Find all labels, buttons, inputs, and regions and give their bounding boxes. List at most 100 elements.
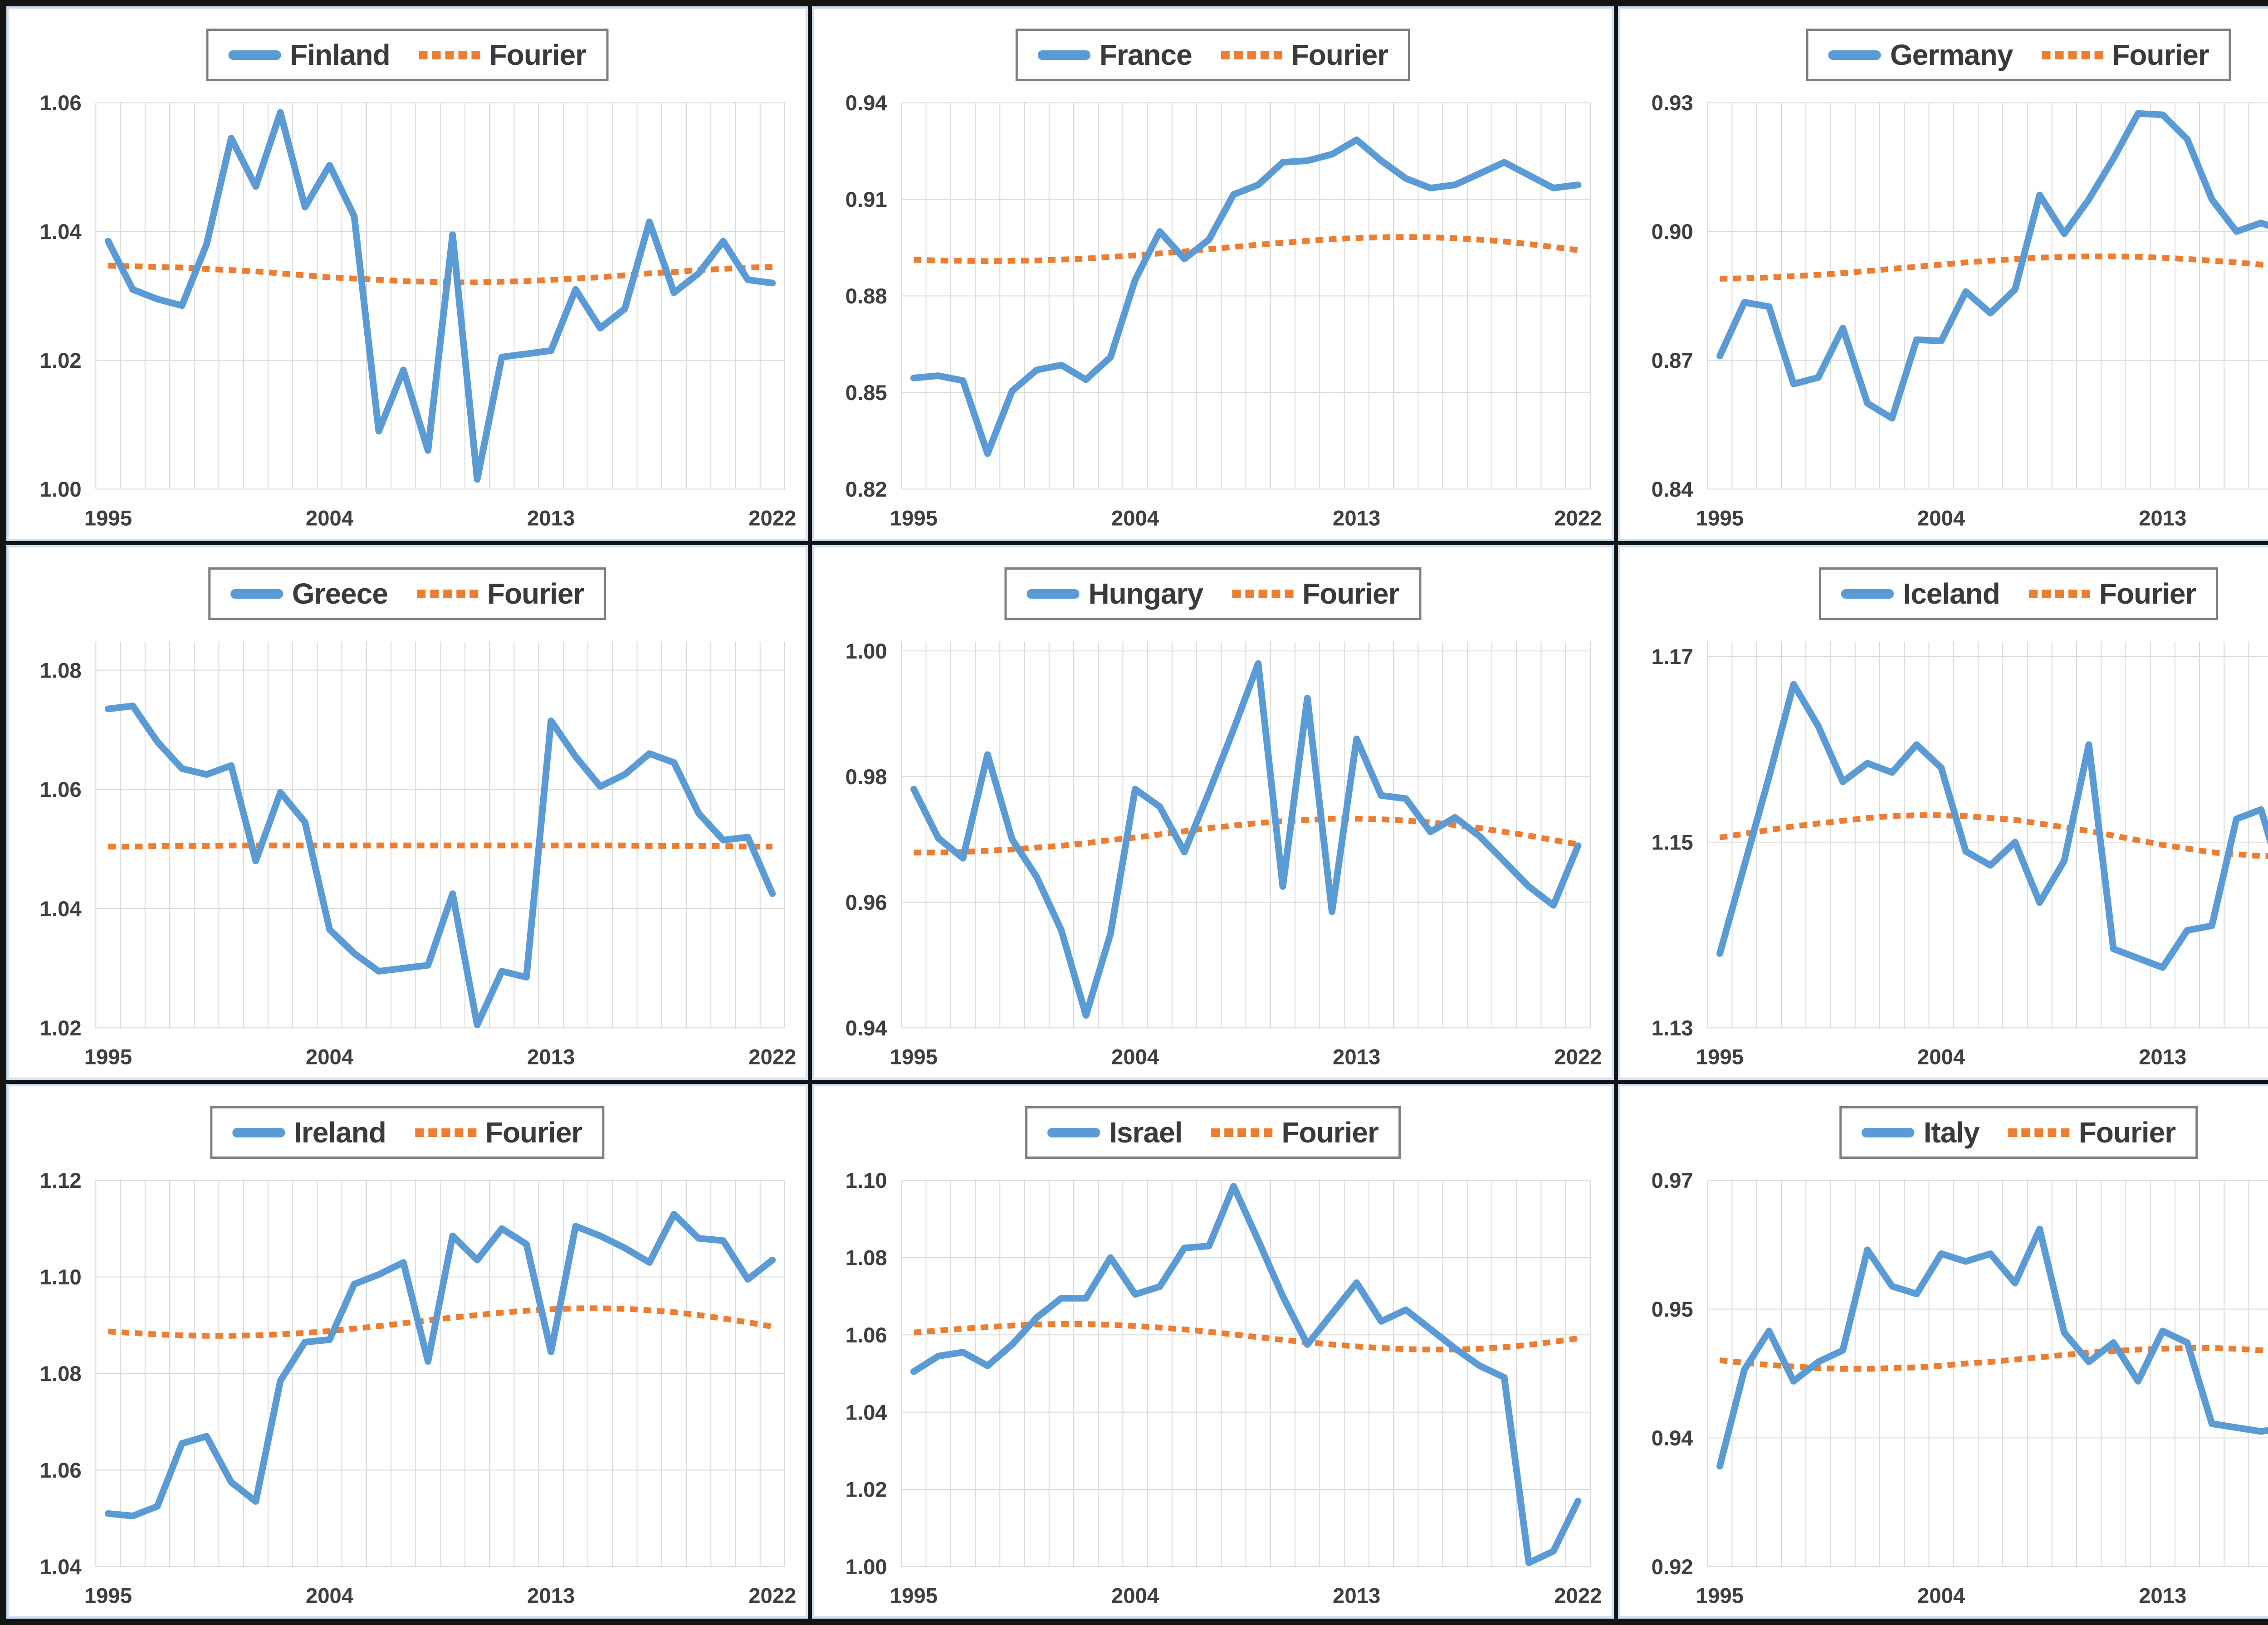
legend-fourier-label: Fourier [489,39,587,71]
x-axis-tick-label: 2004 [1111,506,1159,530]
chart-panel-iceland: Iceland Fourier 1.13 1.15 1.17 1995 2004 2013… [1618,545,2268,1080]
chart-legend: Hungary Fourier [1004,567,1422,620]
fourier-dots-swatch-icon [1211,1128,1273,1137]
y-axis-tick-label: 1.08 [846,1246,887,1270]
fourier-dots-swatch-icon [415,1128,476,1137]
line-chart-canvas: 1.04 1.06 1.08 1.10 1.12 1995 2004 2013 2022 [40,1168,797,1608]
y-axis-tick-label: 1.08 [40,1361,82,1386]
legend-country-label: Hungary [1088,577,1203,610]
fourier-series-line [108,1305,773,1339]
y-axis-tick-label: 0.90 [1651,220,1693,244]
y-axis-tick-label: 1.02 [40,1016,82,1040]
y-axis-tick-label: 1.06 [40,1458,82,1482]
legend-item-country: Germany [1828,38,2013,72]
fourier-dots-swatch-icon [1232,589,1294,598]
x-axis-tick-label: 2022 [748,1584,796,1608]
x-axis-tick-label: 1995 [84,1584,132,1608]
fourier-dots-swatch-icon [419,50,480,59]
x-axis-tick-label: 2013 [527,506,575,530]
country-line-swatch-icon [230,589,283,599]
y-axis-tick-label: 0.94 [846,91,887,115]
y-axis-tick-label: 1.17 [1651,644,1693,669]
country-line-swatch-icon [1828,50,1881,60]
y-axis-tick-label: 0.94 [1651,1426,1693,1450]
x-axis-tick-label: 1995 [84,506,132,530]
country-series-line [1716,110,2268,422]
y-axis-tick-label: 1.02 [846,1478,887,1502]
fourier-dots-swatch-icon [416,589,478,598]
country-line-swatch-icon [1026,589,1080,599]
x-axis-tick-label: 1995 [84,1045,132,1069]
fourier-dots-swatch-icon [2042,50,2103,59]
y-axis-tick-label: 1.06 [40,777,82,801]
legend-fourier-label: Fourier [1291,39,1388,71]
legend-item-fourier: Fourier [415,1116,582,1149]
y-axis-tick-label: 1.02 [40,348,82,372]
chart-panel-france: France Fourier 0.82 0.85 0.88 0.91 0.94 1995 2… [812,6,1614,541]
y-axis-tick-label: 0.91 [846,187,887,211]
fourier-series-line [914,234,1579,264]
y-axis-tick-label: 0.95 [1651,1297,1693,1321]
country-series-line [1716,1225,2268,1470]
legend-country-label: Germany [1890,39,2013,71]
fourier-series-line [1719,812,2268,859]
y-axis-tick-label: 0.92 [1651,1555,1693,1579]
y-axis-tick-label: 1.08 [40,658,82,682]
line-chart-canvas: 1.00 1.02 1.04 1.06 1.08 1.10 1995 2004 2013 2022 [846,1168,1602,1607]
y-axis-tick-label: 0.82 [846,477,887,501]
legend-item-country: Iceland [1841,577,2000,610]
country-line-swatch-icon [1841,589,1894,599]
y-axis-tick-label: 1.10 [846,1168,887,1192]
x-axis-tick-label: 1995 [890,1045,938,1069]
gridlines [901,102,1591,490]
x-axis-tick-label: 1995 [1696,506,1743,530]
line-chart-canvas: 0.840.870.900.931995200420132022 [1651,91,2268,530]
country-series-line [105,1210,776,1519]
legend-fourier-label: Fourier [2078,1116,2176,1149]
chart-legend: Iceland Fourier [1819,567,2219,620]
gridlines [901,1180,1591,1567]
legend-fourier-label: Fourier [2099,577,2196,610]
x-axis-tick-label: 2013 [2139,1045,2186,1069]
x-axis-tick-label: 2004 [306,506,353,530]
legend-item-country: Israel [1047,1116,1183,1149]
legend-item-country: Italy [1862,1116,1980,1149]
legend-fourier-label: Fourier [487,577,584,610]
y-axis-tick-label: 1.12 [40,1168,82,1192]
line-chart-canvas: 1.00 1.02 1.04 1.06 1995 2004 2013 2022 [40,91,797,530]
chart-panel-italy: Italy Fourier 0.92 0.94 0.95 0.97 1995 2004 20… [1618,1084,2268,1619]
x-axis-tick-label: 2022 [1554,1045,1602,1069]
y-axis-tick-label: 1.15 [1651,830,1693,854]
country-series-line [910,136,1582,457]
country-line-swatch-icon [1862,1127,1915,1137]
x-axis-tick-label: 1995 [1696,1584,1743,1608]
legend-item-fourier: Fourier [1232,577,1400,610]
country-series-line [910,660,1582,1019]
x-axis-tick-label: 2013 [1333,1045,1380,1069]
legend-item-fourier: Fourier [419,38,587,72]
country-line-swatch-icon [232,1127,285,1137]
fourier-series-line [1719,254,2268,282]
x-axis-tick-label: 2013 [527,1045,575,1069]
legend-item-fourier: Fourier [416,577,584,610]
line-chart-canvas: 1.131.151.171995200420132022 [1651,641,2268,1069]
gridlines [95,1180,785,1567]
y-axis-tick-label: 1.00 [846,639,887,663]
y-axis-tick-label: 0.97 [1651,1168,1693,1192]
x-axis-tick-label: 2004 [1111,1584,1159,1608]
line-chart-canvas: 0.94 0.96 0.98 1.00 1995 2004 2013 2022 [846,639,1602,1069]
chart-panel-hungary: Hungary Fourier 0.94 0.96 0.98 1.00 1995 2004… [812,545,1614,1080]
axis-labels: 1.02 1.04 1.06 1.08 1995 2004 2013 2022 [40,658,797,1069]
chart-legend: Israel Fourier [1025,1106,1401,1159]
chart-legend: Germany Fourier [1806,29,2231,81]
axis-labels: 1.00 1.02 1.04 1.06 1.08 1.10 1995 2004 2013 2022 [846,1168,1602,1607]
chart-panel-finland: Finland Fourier 1.00 1.02 1.04 1.06 1995 2004… [6,6,808,541]
chart-legend: Finland Fourier [206,29,609,81]
y-axis-tick-label: 1.10 [40,1265,82,1289]
x-axis-tick-label: 2004 [1917,1045,1965,1069]
legend-country-label: Ireland [294,1116,386,1149]
line-chart-canvas: 0.920.940.950.971995200420132022 [1651,1168,2268,1608]
x-axis-tick-label: 2004 [1111,1045,1159,1069]
country-series-line [105,703,776,1029]
